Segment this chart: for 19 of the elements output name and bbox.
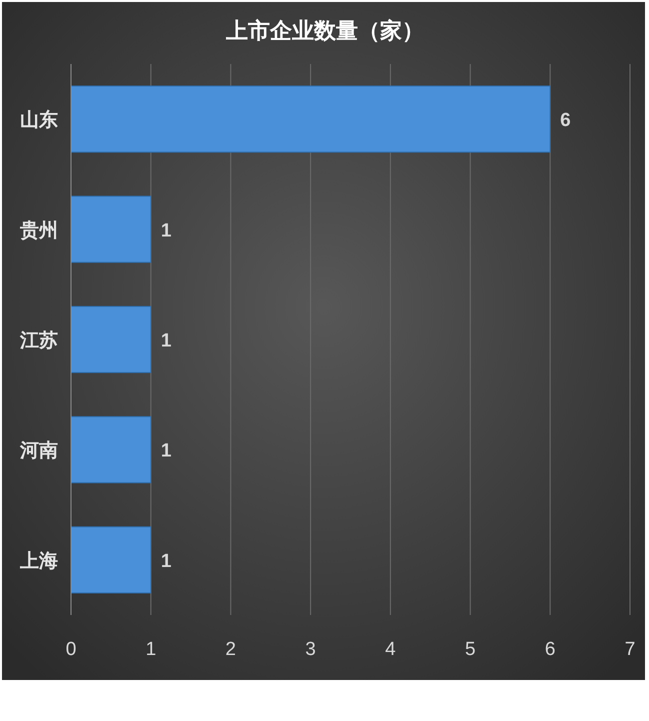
x-tick-label: 1 <box>146 639 156 660</box>
x-tick-label: 2 <box>225 639 236 660</box>
x-tick-label: 0 <box>66 639 76 660</box>
x-tick-label: 5 <box>464 639 476 660</box>
x-tick-label: 7 <box>624 639 636 660</box>
x-tick-label: 6 <box>544 639 556 660</box>
y-tick-label: 江苏 <box>19 330 58 352</box>
chart-title: 上市企业数量（家） <box>225 18 424 43</box>
y-tick-label: 河南 <box>19 440 58 462</box>
y-tick-label: 上海 <box>19 550 58 572</box>
data-label: 1 <box>160 440 172 462</box>
y-tick-label: 贵州 <box>19 219 58 242</box>
data-label: 1 <box>160 330 172 352</box>
data-label: 1 <box>160 550 172 572</box>
y-tick-label: 山东 <box>20 109 58 132</box>
data-label: 6 <box>560 110 571 132</box>
x-tick-label: 3 <box>305 639 316 660</box>
data-label: 1 <box>160 220 172 242</box>
x-tick-label: 4 <box>385 639 396 660</box>
